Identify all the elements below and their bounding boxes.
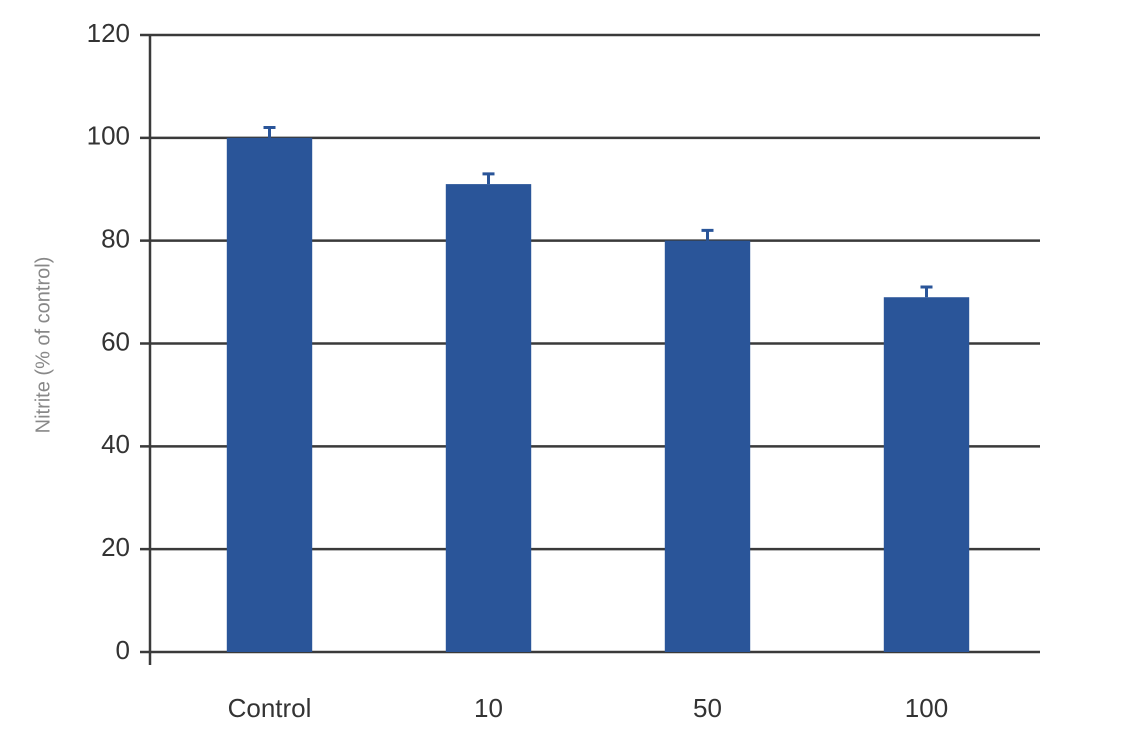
bar: [664, 240, 751, 652]
bar: [445, 184, 532, 652]
y-tick-label: 60: [101, 326, 130, 356]
bar: [226, 137, 313, 653]
bar: [883, 297, 970, 652]
error-bar: [920, 285, 933, 298]
x-tick-label: 100: [905, 693, 948, 723]
y-tick-label: 120: [87, 18, 130, 48]
y-tick-label: 80: [101, 224, 130, 254]
y-tick-label: 0: [116, 635, 130, 665]
error-bar: [482, 172, 495, 185]
x-tick-label: 50: [693, 693, 722, 723]
y-tick-label: 20: [101, 532, 130, 562]
x-tick-label: 10: [474, 693, 503, 723]
y-tick-label: 100: [87, 121, 130, 151]
y-tick-label: 40: [101, 429, 130, 459]
y-axis-label: Nitrite (% of control): [32, 257, 54, 434]
x-tick-label: Control: [228, 693, 312, 723]
error-bar: [263, 126, 276, 138]
error-bar: [701, 228, 714, 241]
